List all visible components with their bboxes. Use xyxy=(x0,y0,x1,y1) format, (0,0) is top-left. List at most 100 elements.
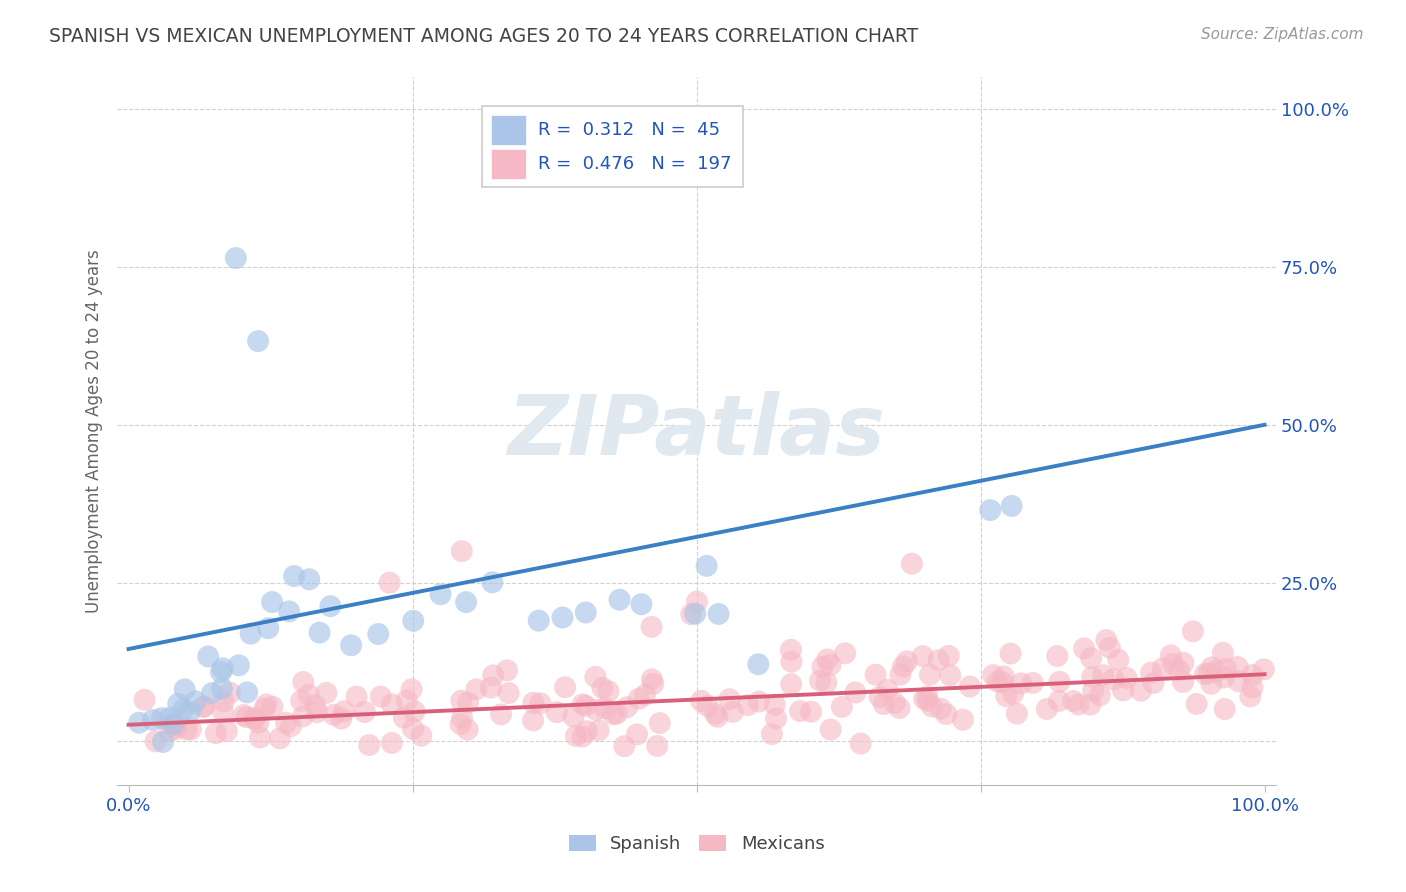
Point xyxy=(1253,662,1275,676)
Point xyxy=(1005,706,1028,721)
Point xyxy=(748,695,770,709)
Point xyxy=(1073,641,1095,656)
Point xyxy=(889,701,911,715)
Point xyxy=(232,708,254,723)
Point xyxy=(565,729,588,743)
Point xyxy=(219,686,242,700)
Point xyxy=(683,607,706,621)
Point xyxy=(482,668,505,682)
Point xyxy=(571,730,593,744)
Point xyxy=(451,711,474,725)
Point xyxy=(269,731,291,746)
Point xyxy=(378,575,401,590)
Point xyxy=(330,712,353,726)
Point xyxy=(1168,664,1191,678)
Point xyxy=(811,660,834,674)
Point xyxy=(901,557,924,571)
Point xyxy=(721,705,744,719)
Point xyxy=(457,695,479,709)
Text: Source: ZipAtlas.com: Source: ZipAtlas.com xyxy=(1201,27,1364,42)
Point xyxy=(1227,674,1250,689)
Point xyxy=(1194,667,1216,681)
Point xyxy=(205,726,228,740)
Point xyxy=(815,675,838,690)
Point xyxy=(184,694,207,708)
Point xyxy=(134,693,156,707)
Point xyxy=(1000,647,1022,661)
Point xyxy=(142,713,165,727)
Point xyxy=(128,715,150,730)
Point xyxy=(546,705,568,719)
Point xyxy=(280,719,302,733)
Point xyxy=(645,739,668,753)
Point xyxy=(249,731,271,745)
Point xyxy=(465,682,488,697)
Point xyxy=(193,699,215,714)
Point xyxy=(522,714,544,728)
Point xyxy=(873,697,896,711)
Point xyxy=(322,707,344,722)
Point xyxy=(1067,698,1090,712)
Point xyxy=(1215,662,1237,676)
Point xyxy=(402,722,425,736)
Point xyxy=(150,711,173,725)
Point xyxy=(834,646,856,660)
Point xyxy=(995,690,1018,704)
Point xyxy=(179,705,201,719)
Point xyxy=(527,614,550,628)
Point xyxy=(935,707,957,722)
Text: R =  0.312   N =  45: R = 0.312 N = 45 xyxy=(538,120,720,139)
Point xyxy=(643,677,665,691)
Point xyxy=(1080,698,1102,712)
Point xyxy=(353,705,375,719)
Point xyxy=(176,723,198,737)
Point xyxy=(1001,499,1024,513)
Point xyxy=(145,734,167,748)
Point xyxy=(1112,683,1135,698)
Point xyxy=(1088,689,1111,703)
Point xyxy=(808,673,831,688)
Point xyxy=(262,595,284,609)
Point xyxy=(193,699,215,714)
Point xyxy=(1010,676,1032,690)
Point xyxy=(165,718,187,732)
Point xyxy=(1241,681,1264,695)
Point xyxy=(392,711,415,725)
Point xyxy=(939,668,962,682)
Point xyxy=(820,657,842,672)
Point xyxy=(212,705,235,719)
Point xyxy=(211,681,233,696)
Point xyxy=(1047,694,1070,708)
Point xyxy=(381,736,404,750)
Point xyxy=(404,705,426,719)
Point xyxy=(239,626,262,640)
Point xyxy=(1212,646,1234,660)
Point xyxy=(225,251,247,265)
Point xyxy=(889,667,911,681)
Point xyxy=(571,698,593,712)
Point xyxy=(849,737,872,751)
Point xyxy=(162,717,184,731)
Point xyxy=(763,698,786,712)
Point xyxy=(1201,660,1223,674)
Point xyxy=(789,704,811,718)
Point xyxy=(315,686,337,700)
Point xyxy=(583,670,606,684)
Point xyxy=(896,654,918,668)
Point xyxy=(319,599,342,614)
Text: ZIPatlas: ZIPatlas xyxy=(508,391,886,472)
Point xyxy=(180,723,202,737)
Point xyxy=(1142,676,1164,690)
Point xyxy=(844,685,866,699)
Point xyxy=(1173,656,1195,670)
Point xyxy=(228,658,250,673)
Point xyxy=(938,648,960,663)
Point xyxy=(245,711,267,725)
Point xyxy=(254,698,277,712)
Point xyxy=(959,680,981,694)
Point xyxy=(1239,690,1261,704)
Point xyxy=(761,727,783,741)
Point xyxy=(298,688,321,702)
Point xyxy=(869,690,891,704)
Point xyxy=(912,692,935,706)
